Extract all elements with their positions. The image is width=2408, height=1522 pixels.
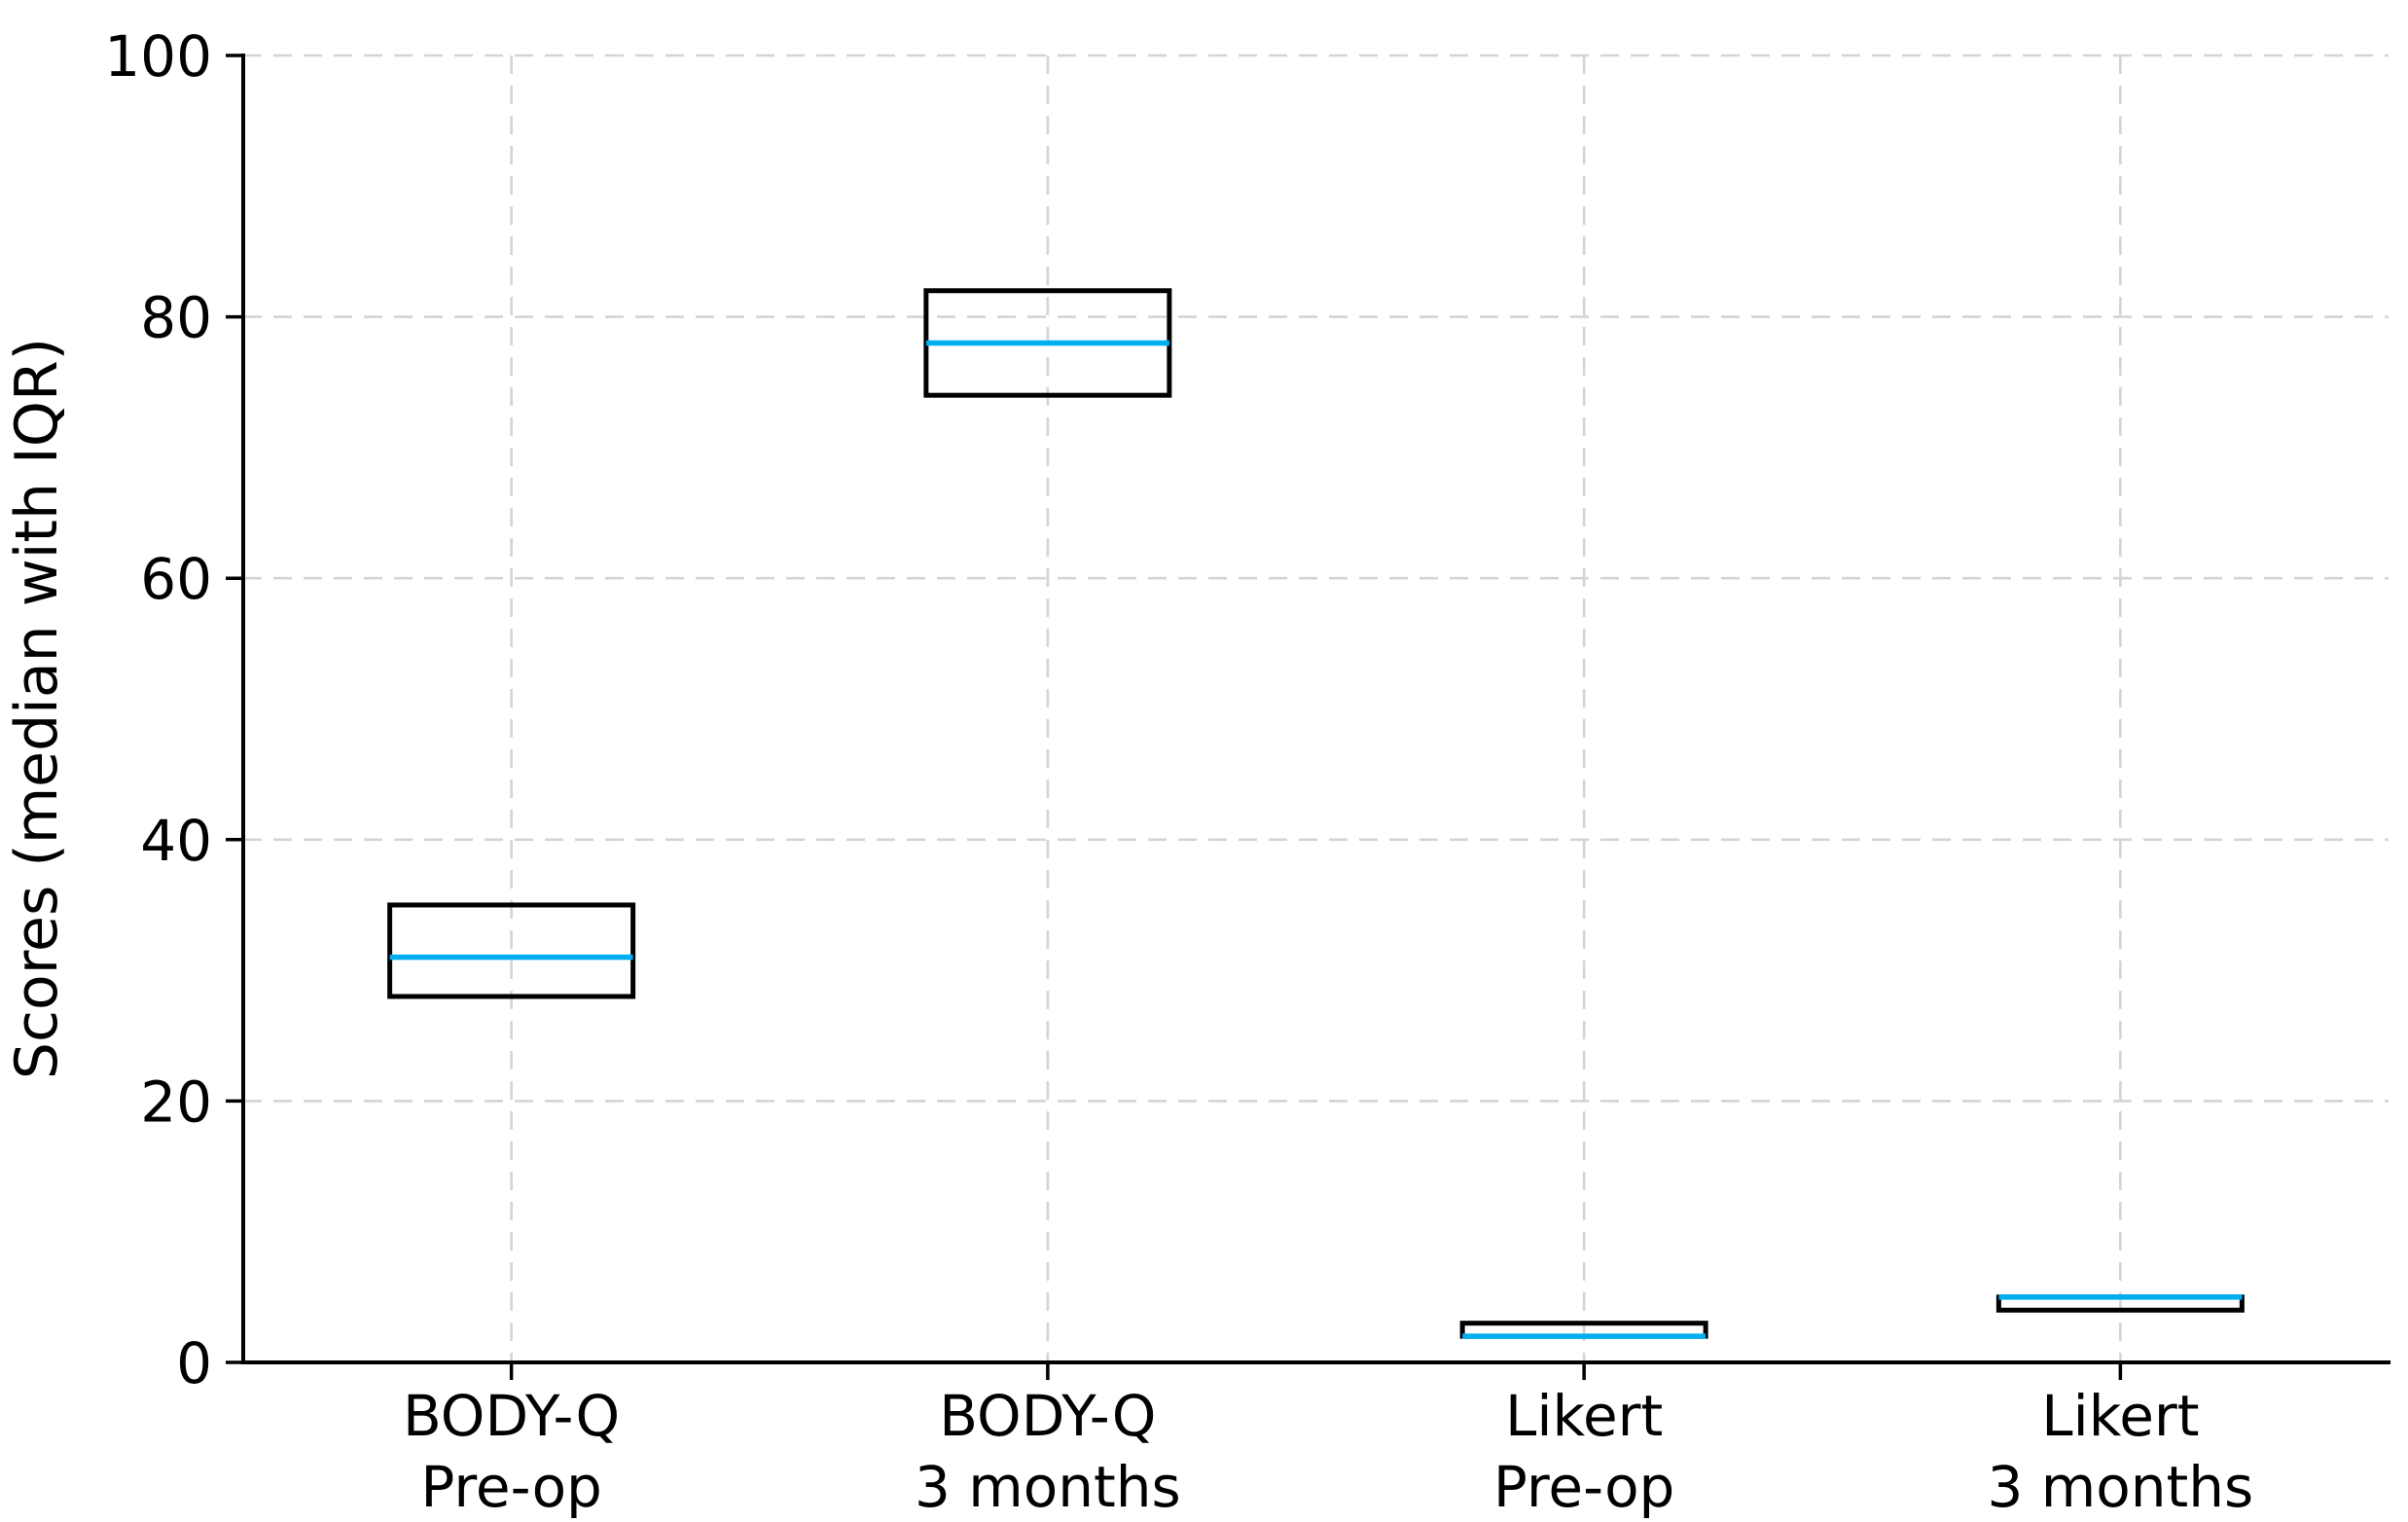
x-tick-label-likert-pre-op-line1: Likert <box>1505 1383 1663 1449</box>
y-tick-label-40: 40 <box>140 808 212 874</box>
y-tick-label-60: 60 <box>140 546 212 612</box>
x-tick-label-body-q-3-months-line1: BODY-Q <box>939 1383 1156 1449</box>
y-tick-label-0: 0 <box>176 1330 212 1396</box>
y-axis-label: Scores (median with IQR) <box>3 338 71 1079</box>
x-tick-label-body-q-pre-op-line2: Pre-op <box>420 1454 602 1520</box>
gridlines-group <box>243 54 2389 1362</box>
x-tick-label-likert-3-months-line1: Likert <box>2041 1383 2199 1449</box>
boxes-group <box>387 288 2245 1339</box>
y-tick-label-100: 100 <box>104 23 212 90</box>
x-tick-label-likert-pre-op-line2: Pre-op <box>1493 1454 1675 1520</box>
y-tick-label-20: 20 <box>140 1069 212 1135</box>
y-tick-label-80: 80 <box>140 285 212 351</box>
x-tick-label-body-q-3-months-line2: 3 months <box>915 1454 1181 1520</box>
x-tick-label-body-q-pre-op-line1: BODY-Q <box>403 1383 620 1449</box>
axes-group <box>226 54 2390 1380</box>
box-body-q-pre-op <box>387 902 636 999</box>
x-tick-label-likert-3-months-line2: 3 months <box>1987 1454 2253 1520</box>
